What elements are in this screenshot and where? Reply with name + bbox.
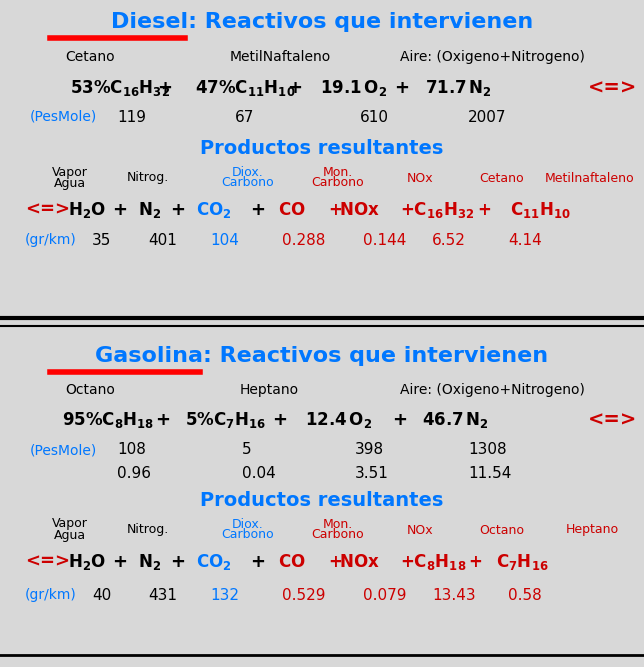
Text: 119: 119	[117, 109, 146, 125]
Text: Carbono: Carbono	[222, 177, 274, 189]
Text: 5: 5	[242, 442, 252, 458]
Text: +: +	[113, 553, 128, 571]
Text: $\mathbf{CO}$: $\mathbf{CO}$	[278, 553, 305, 571]
Text: +: +	[395, 79, 410, 97]
Text: Nitrog.: Nitrog.	[127, 524, 169, 536]
Text: <=>: <=>	[25, 201, 70, 219]
Text: 0.529: 0.529	[282, 588, 325, 602]
Text: $\mathbf{C_{11}H_{10}}$: $\mathbf{C_{11}H_{10}}$	[510, 200, 571, 220]
Text: NOx: NOx	[407, 171, 433, 185]
Text: 0.04: 0.04	[242, 466, 276, 480]
Text: 431: 431	[148, 588, 177, 602]
Text: $\mathbf{CO_2}$: $\mathbf{CO_2}$	[196, 200, 231, 220]
Text: 3.51: 3.51	[355, 466, 389, 480]
Text: Heptano: Heptano	[240, 383, 299, 397]
Text: Productos resultantes: Productos resultantes	[200, 139, 444, 157]
Text: +: +	[251, 553, 265, 571]
Text: 67: 67	[235, 109, 254, 125]
Text: $\mathbf{H_2O}$: $\mathbf{H_2O}$	[68, 552, 106, 572]
Text: 2007: 2007	[468, 109, 506, 125]
Text: Diox.: Diox.	[232, 518, 264, 530]
Text: $\mathbf{N_2}$: $\mathbf{N_2}$	[138, 552, 161, 572]
Text: $\mathbf{+\!NOx}$: $\mathbf{+\!NOx}$	[328, 201, 380, 219]
Text: $\mathbf{N_2}$: $\mathbf{N_2}$	[138, 200, 161, 220]
Text: (gr/km): (gr/km)	[25, 233, 77, 247]
Text: (PesMole): (PesMole)	[30, 110, 97, 124]
Text: Agua: Agua	[54, 528, 86, 542]
Text: +: +	[155, 411, 171, 429]
Text: $\mathbf{95\%C_8H_{18}}$: $\mathbf{95\%C_8H_{18}}$	[62, 410, 155, 430]
Text: $\mathbf{19.1\,O_2}$: $\mathbf{19.1\,O_2}$	[320, 78, 387, 98]
Text: +: +	[272, 411, 287, 429]
Text: <=>: <=>	[25, 553, 70, 571]
Text: 1308: 1308	[468, 442, 507, 458]
Text: 398: 398	[355, 442, 384, 458]
Text: 0.58: 0.58	[508, 588, 542, 602]
Text: 401: 401	[148, 233, 177, 247]
Text: Carbono: Carbono	[312, 528, 365, 542]
Text: +: +	[113, 201, 128, 219]
Text: Carbono: Carbono	[312, 177, 365, 189]
Text: +: +	[251, 201, 265, 219]
Text: Nitrog.: Nitrog.	[127, 171, 169, 185]
Text: 132: 132	[210, 588, 239, 602]
Text: Gasolina: Reactivos que intervienen: Gasolina: Reactivos que intervienen	[95, 346, 549, 366]
Text: 11.54: 11.54	[468, 466, 511, 480]
Text: Agua: Agua	[54, 177, 86, 189]
Text: (gr/km): (gr/km)	[25, 588, 77, 602]
Text: Vapor: Vapor	[52, 518, 88, 530]
Text: $\mathbf{CO_2}$: $\mathbf{CO_2}$	[196, 552, 231, 572]
Text: $\mathbf{CO}$: $\mathbf{CO}$	[278, 201, 305, 219]
Text: Aire: (Oxigeno+Nitrogeno): Aire: (Oxigeno+Nitrogeno)	[400, 50, 585, 64]
Text: $\mathbf{H_2O}$: $\mathbf{H_2O}$	[68, 200, 106, 220]
Text: 0.079: 0.079	[363, 588, 406, 602]
Text: 0.144: 0.144	[363, 233, 406, 247]
Text: $\mathbf{53\%C_{16}H_{32}}$: $\mathbf{53\%C_{16}H_{32}}$	[70, 78, 170, 98]
Text: 104: 104	[210, 233, 239, 247]
Text: Mon.: Mon.	[323, 165, 353, 179]
Text: $\mathbf{+C_{16}H_{32}+}$: $\mathbf{+C_{16}H_{32}+}$	[400, 200, 491, 220]
Text: 35: 35	[92, 233, 111, 247]
Text: Productos resultantes: Productos resultantes	[200, 490, 444, 510]
Text: +: +	[158, 79, 173, 97]
Text: +: +	[171, 553, 185, 571]
Text: $\mathbf{47\%C_{11}H_{10}}$: $\mathbf{47\%C_{11}H_{10}}$	[195, 78, 296, 98]
Text: Cetano: Cetano	[65, 50, 115, 64]
Text: $\mathbf{12.4\,O_2}$: $\mathbf{12.4\,O_2}$	[305, 410, 372, 430]
Text: <=>: <=>	[587, 410, 637, 430]
Text: $\mathbf{+C_8H_{18}+}$: $\mathbf{+C_8H_{18}+}$	[400, 552, 483, 572]
Text: +: +	[392, 411, 408, 429]
Text: <=>: <=>	[587, 79, 637, 97]
Text: Octano: Octano	[480, 524, 524, 536]
Text: $\mathbf{+\!NOx}$: $\mathbf{+\!NOx}$	[328, 553, 380, 571]
Text: (PesMole): (PesMole)	[30, 443, 97, 457]
Text: $\mathbf{71.7\,N_2}$: $\mathbf{71.7\,N_2}$	[425, 78, 492, 98]
Text: 13.43: 13.43	[432, 588, 476, 602]
Text: Diesel: Reactivos que intervienen: Diesel: Reactivos que intervienen	[111, 12, 533, 32]
Text: 4.14: 4.14	[508, 233, 542, 247]
Text: Mon.: Mon.	[323, 518, 353, 530]
Text: $\mathbf{46.7\,N_2}$: $\mathbf{46.7\,N_2}$	[422, 410, 489, 430]
Text: MetilNaftaleno: MetilNaftaleno	[230, 50, 331, 64]
Text: Aire: (Oxigeno+Nitrogeno): Aire: (Oxigeno+Nitrogeno)	[400, 383, 585, 397]
Text: 6.52: 6.52	[432, 233, 466, 247]
Text: Cetano: Cetano	[480, 171, 524, 185]
Text: Diox.: Diox.	[232, 165, 264, 179]
Text: Metilnaftaleno: Metilnaftaleno	[545, 171, 635, 185]
Text: 0.96: 0.96	[117, 466, 151, 480]
Text: 108: 108	[117, 442, 146, 458]
Text: $\mathbf{5\%C_7H_{16}}$: $\mathbf{5\%C_7H_{16}}$	[185, 410, 266, 430]
Text: $\mathbf{C_7H_{16}}$: $\mathbf{C_7H_{16}}$	[496, 552, 549, 572]
Text: Octano: Octano	[65, 383, 115, 397]
Text: +: +	[287, 79, 303, 97]
Text: 40: 40	[92, 588, 111, 602]
Text: Vapor: Vapor	[52, 165, 88, 179]
Text: Carbono: Carbono	[222, 528, 274, 542]
Text: Heptano: Heptano	[565, 524, 619, 536]
Text: +: +	[171, 201, 185, 219]
Text: 610: 610	[360, 109, 389, 125]
Text: 0.288: 0.288	[282, 233, 325, 247]
Text: NOx: NOx	[407, 524, 433, 536]
